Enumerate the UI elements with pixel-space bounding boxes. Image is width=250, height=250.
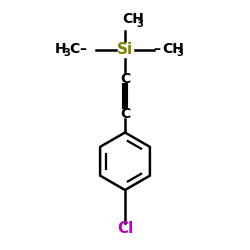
- Text: CH: CH: [162, 42, 184, 56]
- Text: H: H: [55, 42, 66, 56]
- Text: –: –: [79, 42, 86, 56]
- Text: C: C: [120, 107, 130, 121]
- Text: Cl: Cl: [117, 221, 133, 236]
- Text: 3: 3: [64, 48, 70, 58]
- Text: 3: 3: [136, 19, 143, 29]
- Text: –: –: [154, 42, 161, 56]
- Text: 3: 3: [176, 48, 183, 58]
- Text: C: C: [69, 42, 79, 56]
- Text: Si: Si: [117, 42, 133, 58]
- Text: CH: CH: [122, 12, 144, 26]
- Text: C: C: [120, 72, 130, 86]
